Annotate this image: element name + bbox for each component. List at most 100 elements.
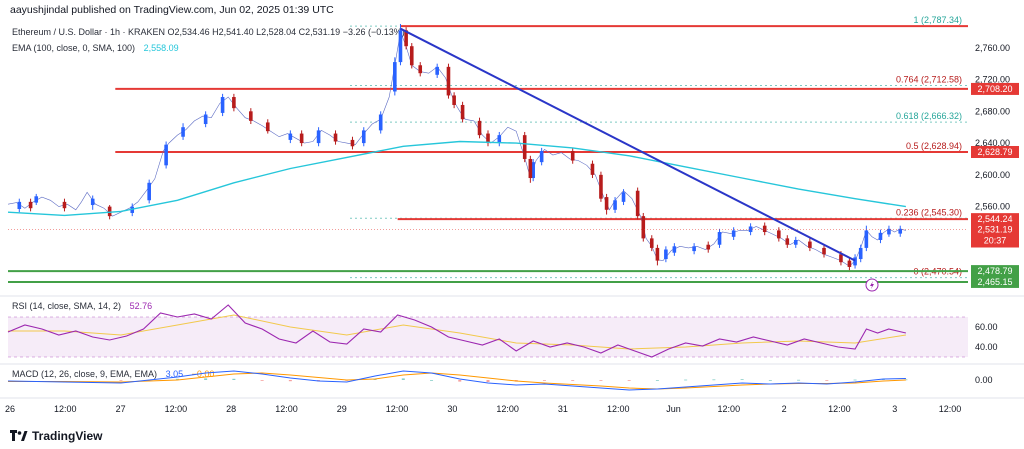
rsi-line <box>7 304 907 358</box>
down-candle <box>404 30 408 47</box>
down-candle <box>599 174 603 199</box>
down-candle <box>418 65 423 74</box>
macd-histogram-bar <box>232 378 236 380</box>
time-axis-tick: 12:00 <box>828 404 851 414</box>
ema-line <box>7 140 907 217</box>
macd-histogram-bar <box>881 379 885 380</box>
macd-histogram-bar <box>175 378 179 380</box>
lightning-icon <box>870 281 874 289</box>
up-candle <box>531 162 535 179</box>
down-candle <box>808 241 812 248</box>
up-candle <box>288 133 293 140</box>
macd-histogram-bar <box>430 380 434 381</box>
fib-level-label: 0.618 (2,666.32) <box>896 111 962 121</box>
rsi-axis-tick: 40.00 <box>975 342 998 352</box>
down-candle <box>460 104 465 120</box>
up-candle <box>672 246 677 253</box>
price-axis-tick: 2,600.00 <box>975 170 1010 180</box>
time-axis-tick: 12:00 <box>54 404 77 414</box>
price-axis-tick: 2,640.00 <box>975 138 1010 148</box>
ema-legend-value: 2,558.09 <box>143 43 179 53</box>
fib-level-label: 0.236 (2,545.30) <box>896 207 962 217</box>
down-candle <box>785 238 790 245</box>
resistance-price-tag-bg <box>971 213 1019 226</box>
macd-histogram-bar <box>458 380 462 382</box>
up-candle <box>181 127 185 137</box>
support-price-tag: 2,465.15 <box>977 277 1012 287</box>
up-candle <box>34 196 39 203</box>
up-candle <box>220 97 225 113</box>
down-candle <box>528 158 533 179</box>
down-candle <box>570 151 575 161</box>
up-candle <box>664 249 668 260</box>
time-axis-tick: 12:00 <box>939 404 962 414</box>
price-path-line <box>7 30 906 267</box>
up-candle <box>316 130 321 144</box>
macd-histogram-bar <box>825 380 829 381</box>
up-candle <box>748 226 753 233</box>
macd-legend-value-1: 3.05 <box>165 369 184 379</box>
fib-level-label: 1 (2,787.34) <box>913 15 962 25</box>
up-candle <box>717 232 722 245</box>
tradingview-logo-icon <box>10 430 28 442</box>
time-axis-tick: 12:00 <box>607 404 630 414</box>
down-candle <box>299 133 304 144</box>
macd-histogram-bar <box>655 380 659 381</box>
down-candle <box>590 163 595 175</box>
down-candle <box>28 201 33 209</box>
time-axis-tick: 31 <box>558 404 568 414</box>
time-axis-tick: 12:00 <box>496 404 519 414</box>
down-candle <box>350 139 355 147</box>
macd-histogram-bar <box>260 380 264 381</box>
macd-histogram-bar <box>768 380 772 381</box>
macd-histogram-bar <box>571 380 575 381</box>
fib-level-label: 0.764 (2,712.58) <box>896 74 962 84</box>
time-axis-tick: 12:00 <box>718 404 741 414</box>
rsi-legend: RSI (14, close, SMA, 14, 2) 52.76 <box>12 301 152 311</box>
macd-histogram-bar <box>684 379 688 381</box>
down-candle <box>477 120 482 136</box>
down-candle <box>452 95 456 105</box>
down-candle <box>486 133 490 144</box>
up-candle <box>878 232 883 240</box>
price-axis-tick: 2,760.00 <box>975 43 1010 53</box>
rsi-legend-label: RSI (14, close, SMA, 14, 2) <box>12 301 122 311</box>
down-candle <box>847 260 852 267</box>
rsi-legend-value: 52.76 <box>129 301 153 311</box>
up-candle <box>898 228 903 234</box>
up-candle <box>731 230 736 237</box>
price-axis-tick: 2,720.00 <box>975 75 1010 85</box>
down-candle <box>641 216 646 239</box>
time-axis-tick: 30 <box>447 404 457 414</box>
macd-legend-value-2: −0.00 <box>191 369 215 379</box>
up-candle <box>398 30 403 63</box>
time-axis-tick: 29 <box>337 404 347 414</box>
up-candle <box>858 247 863 260</box>
macd-histogram-bar <box>288 380 292 382</box>
up-candle <box>164 144 168 166</box>
resistance-price-tag-bg <box>971 145 1019 158</box>
up-candle <box>90 198 95 206</box>
bearish-trendline <box>400 27 856 262</box>
up-candle <box>147 182 151 201</box>
symbol-legend: Ethereum / U.S. Dollar · 1h · KRAKEN O2,… <box>12 27 405 37</box>
macd-histogram-bar <box>853 379 857 381</box>
down-candle <box>635 190 640 217</box>
up-candle <box>621 192 626 202</box>
resistance-price-tag-bg <box>971 82 1019 95</box>
down-candle <box>232 97 236 109</box>
support-price-tag-bg <box>971 265 1019 278</box>
down-candle <box>604 197 609 210</box>
down-candle <box>446 66 451 96</box>
macd-axis-tick: 0.00 <box>975 375 993 385</box>
resistance-price-tag: 2,708.20 <box>977 84 1012 94</box>
up-candle <box>435 66 439 75</box>
resistance-price-tag: 2,544.24 <box>977 214 1012 224</box>
macd-histogram-bar <box>797 379 801 381</box>
down-candle <box>62 201 67 209</box>
time-axis-tick: 12:00 <box>386 404 409 414</box>
current-price-tag: 2,531.19 <box>977 224 1012 234</box>
down-candle <box>107 206 112 217</box>
macd-histogram-bar <box>627 380 631 381</box>
